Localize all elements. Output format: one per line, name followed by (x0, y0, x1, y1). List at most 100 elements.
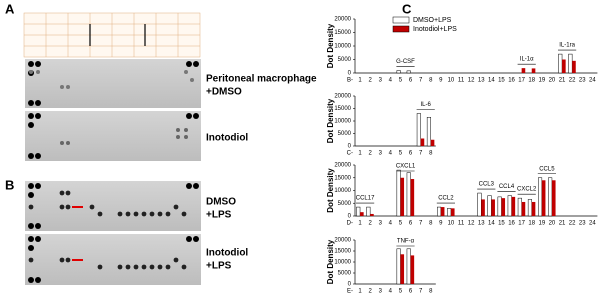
row-label: E- (347, 289, 353, 294)
blot-dot (66, 141, 70, 145)
x-tick-label: 1 (358, 151, 362, 157)
blot-label: +DMSO (206, 87, 242, 98)
blot-dot (35, 113, 41, 119)
x-tick-label: 3 (379, 151, 383, 157)
y-tick-label: 5000 (338, 201, 352, 207)
blot-dot (60, 85, 64, 89)
blot-dot (35, 236, 41, 242)
x-tick-label: 10 (448, 78, 455, 84)
group-label: CCL5 (539, 166, 555, 172)
bar (511, 196, 516, 216)
x-tick-label: 13 (478, 221, 485, 227)
x-tick-label: 8 (429, 151, 433, 157)
blot-label: DMSO (206, 197, 236, 208)
blot-dot (65, 190, 71, 196)
blot-dot (35, 277, 41, 283)
blot-dot (66, 85, 70, 89)
x-tick-label: 19 (539, 221, 546, 227)
bar (400, 177, 405, 216)
bar (477, 192, 482, 217)
bar (531, 201, 536, 216)
blots (25, 59, 201, 285)
bar (360, 212, 364, 216)
blot-dot (149, 264, 155, 270)
blot-dot (35, 183, 41, 189)
x-tick-label: 5 (399, 221, 403, 227)
y-axis-label: Dot Density (326, 23, 335, 68)
x-tick-label: 22 (569, 221, 576, 227)
group-label: CCL4 (499, 184, 515, 190)
x-tick-label: 2 (368, 78, 372, 84)
y-tick-label: 10000 (334, 44, 351, 50)
bar (572, 60, 576, 73)
blot-dot (141, 264, 147, 270)
blot-dot (184, 135, 188, 139)
legend-swatch (392, 16, 410, 24)
blot-dot (184, 128, 188, 132)
blot-dot (141, 211, 147, 217)
bar (366, 206, 371, 217)
x-tick-label: 21 (559, 78, 566, 84)
blot-dot (28, 204, 34, 210)
bar (437, 206, 442, 217)
y-tick-label: 5000 (338, 271, 352, 277)
blot-dot (28, 236, 34, 242)
x-tick-label: 24 (589, 221, 596, 227)
blot-dot (165, 264, 171, 270)
group-label: IL-6 (421, 102, 432, 108)
y-tick-label: 10000 (334, 260, 351, 266)
y-tick-label: 0 (348, 144, 352, 150)
x-tick-label: 11 (458, 221, 465, 227)
blot-dot (165, 211, 171, 217)
y-tick-label: 10000 (334, 188, 351, 194)
blot-label: +LPS (206, 261, 232, 272)
y-tick-label: 20000 (334, 238, 351, 244)
x-tick-label: 14 (488, 221, 495, 227)
blot-dot (181, 211, 187, 217)
blot-label: Inotodiol (206, 248, 248, 259)
x-tick-label: 8 (429, 78, 433, 84)
bar (548, 177, 553, 217)
y-tick-label: 0 (348, 71, 352, 77)
blot-dot (35, 100, 41, 106)
blot-dot (176, 128, 180, 132)
bar (481, 199, 485, 216)
blot (25, 181, 201, 231)
x-tick-label: 5 (399, 151, 403, 157)
x-tick-label: 14 (488, 78, 495, 84)
blot-dot (36, 70, 40, 74)
bar (396, 70, 401, 74)
y-axis-label: Dot Density (326, 98, 335, 143)
blot-dot (35, 223, 41, 229)
x-tick-label: 20 (549, 78, 556, 84)
bar (501, 198, 506, 216)
bar (396, 248, 401, 285)
blot-dot (59, 190, 65, 196)
blot-dot (125, 264, 131, 270)
bar (521, 201, 526, 216)
x-tick-label: 4 (389, 289, 393, 294)
bar (430, 139, 435, 146)
blot-dot (149, 211, 155, 217)
blot-label: +LPS (206, 210, 232, 221)
x-tick-label: 17 (518, 78, 525, 84)
bar (410, 179, 415, 216)
blot-dot (193, 236, 199, 242)
y-tick-label: 15000 (334, 30, 351, 36)
y-tick-label: 5000 (338, 57, 352, 63)
bar (491, 199, 495, 216)
bar (538, 177, 543, 217)
blot-dot (28, 61, 34, 67)
x-tick-label: 20 (549, 221, 556, 227)
blot-dot (65, 257, 71, 263)
blot-dot (125, 211, 131, 217)
bar (562, 59, 566, 73)
row-label: B- (347, 78, 353, 84)
y-tick-label: 15000 (334, 249, 351, 255)
bar (406, 248, 411, 285)
x-tick-label: 6 (409, 289, 413, 294)
row-label: D- (347, 221, 353, 227)
blot-dot (133, 264, 139, 270)
y-tick-label: 15000 (334, 175, 351, 181)
